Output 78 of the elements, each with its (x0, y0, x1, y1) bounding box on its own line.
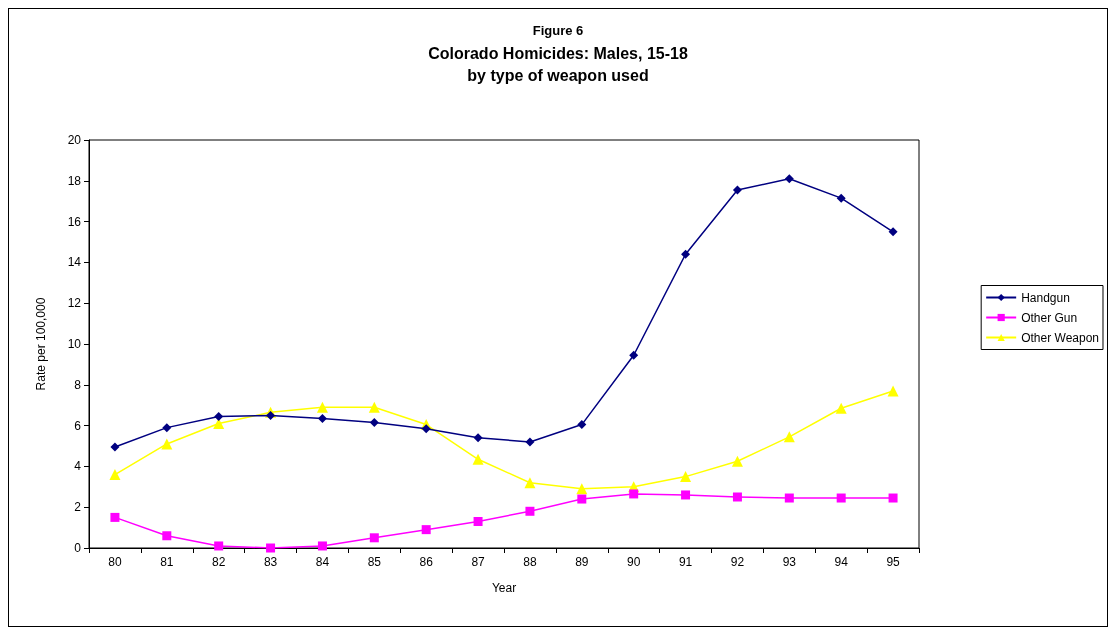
point (681, 249, 691, 259)
point (421, 525, 431, 535)
legend-label: Other Weapon (1021, 330, 1099, 345)
point (629, 350, 639, 360)
y-tick-label: 18 (67, 173, 82, 188)
chart-title: Figure 6 (532, 23, 584, 38)
point (214, 541, 224, 551)
point (732, 492, 742, 502)
point (524, 477, 536, 489)
y-tick-label: 8 (74, 377, 82, 392)
point (680, 471, 692, 483)
x-tick-label: 82 (212, 555, 226, 569)
point (421, 424, 431, 434)
x-tick-label: 85 (367, 555, 382, 569)
y-tick-label: 0 (74, 541, 82, 555)
point (577, 420, 587, 430)
point (109, 469, 121, 481)
point (110, 512, 120, 522)
x-tick-label: 80 (108, 555, 122, 569)
point (888, 493, 898, 503)
point (266, 543, 276, 553)
y-tick-label: 12 (67, 296, 82, 311)
point (835, 402, 847, 414)
x-tick-label: 84 (315, 555, 330, 569)
point (473, 433, 483, 443)
point (888, 227, 898, 237)
y-tick-label: 6 (74, 418, 82, 433)
point (368, 401, 380, 413)
point (732, 185, 742, 195)
y-tick-label: 16 (67, 214, 82, 229)
point (162, 531, 172, 541)
point (317, 413, 327, 423)
point (266, 410, 276, 420)
point (836, 493, 846, 503)
x-tick-label: 94 (834, 555, 849, 569)
x-tick-label: 88 (523, 555, 537, 569)
point (784, 493, 794, 503)
x-tick-label: 91 (678, 555, 693, 569)
point (629, 489, 639, 499)
x-tick-label: 83 (263, 555, 278, 569)
x-tick-label: 86 (419, 555, 434, 569)
x-tick-label: 95 (886, 555, 901, 569)
point (369, 418, 379, 428)
point (472, 453, 484, 465)
y-tick-label: 20 (67, 133, 82, 147)
point (681, 490, 691, 500)
legend-label: Handgun (1021, 290, 1070, 305)
point (887, 385, 899, 397)
point (576, 483, 588, 495)
point (369, 533, 379, 543)
point (731, 455, 743, 467)
y-tick-label: 10 (67, 337, 82, 351)
y-tick-label: 14 (67, 255, 82, 270)
point (525, 437, 535, 447)
point (473, 516, 483, 526)
point (317, 541, 327, 551)
point (214, 411, 224, 421)
x-axis-title: Year (491, 581, 517, 595)
point (316, 401, 328, 413)
point (577, 494, 587, 504)
point (784, 174, 794, 184)
x-tick-label: 90 (627, 555, 641, 569)
point (161, 438, 173, 450)
y-axis-title: Rate per 100,000 (34, 297, 48, 391)
x-tick-label: 81 (160, 555, 174, 569)
x-tick-label: 92 (730, 555, 745, 569)
legend-label: Other Gun (1021, 310, 1078, 325)
x-tick-label: 87 (471, 555, 486, 569)
x-tick-label: 93 (782, 555, 797, 569)
y-tick-label: 4 (74, 459, 82, 474)
point (162, 423, 172, 433)
point (836, 193, 846, 203)
y-tick-label: 2 (74, 500, 82, 515)
point (110, 442, 120, 452)
x-tick-label: 89 (575, 555, 589, 569)
point (525, 506, 535, 516)
point (783, 431, 795, 443)
chart-subtitle: Colorado Homicides: Males, 15-18 by type of weapon used (428, 44, 688, 84)
